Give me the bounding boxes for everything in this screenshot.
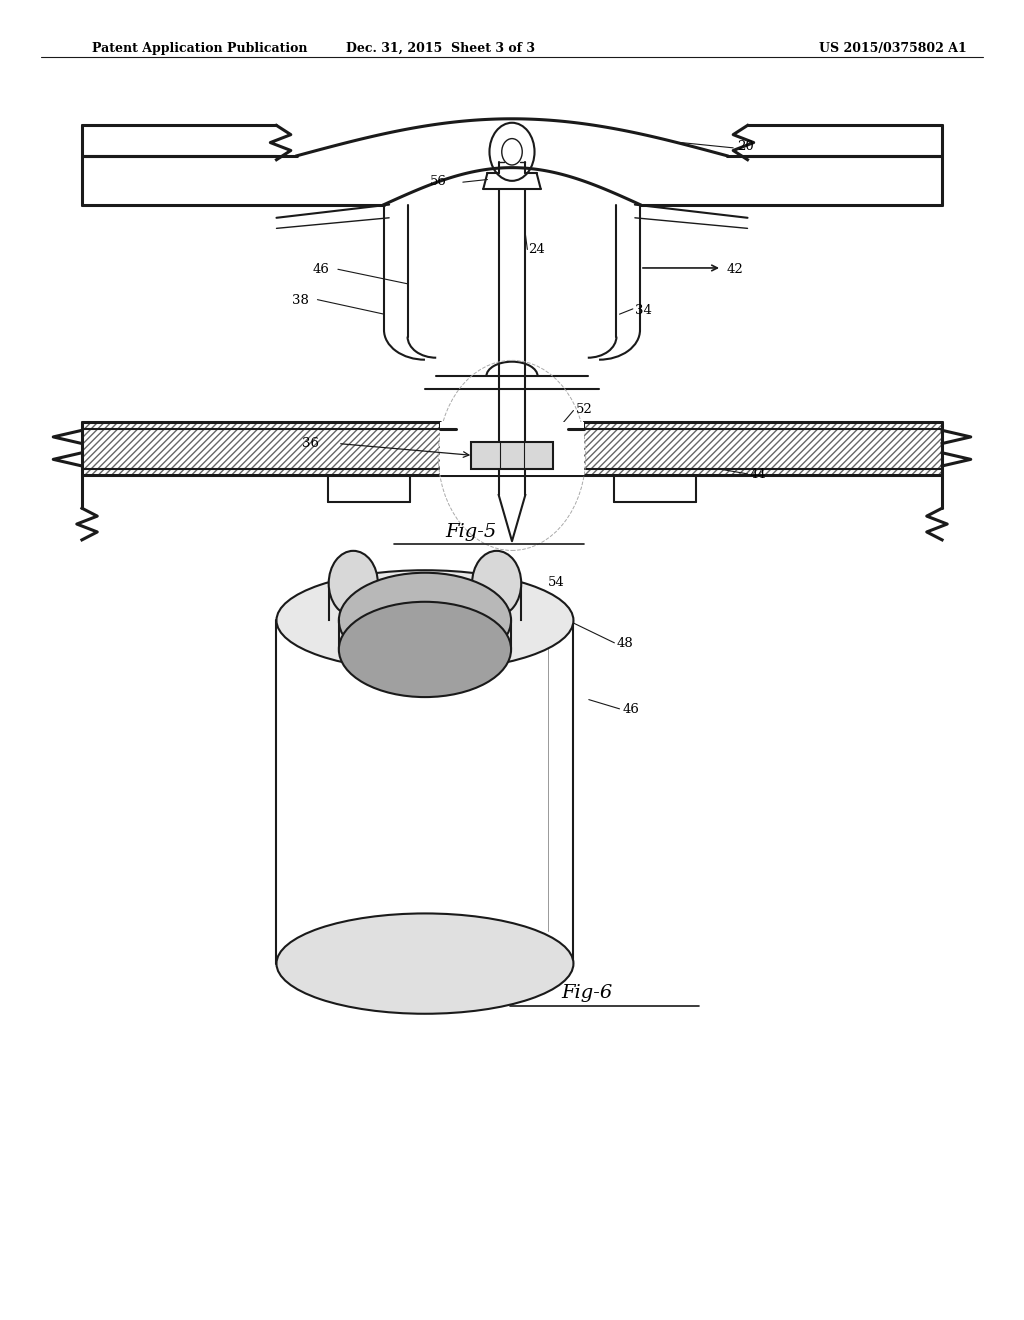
Bar — [471, 442, 553, 469]
Text: 24: 24 — [528, 243, 545, 256]
Text: 54: 54 — [548, 576, 564, 589]
Text: Dec. 31, 2015  Sheet 3 of 3: Dec. 31, 2015 Sheet 3 of 3 — [346, 42, 535, 55]
Text: Fig-6: Fig-6 — [561, 983, 612, 1002]
Text: 36: 36 — [302, 437, 319, 450]
Text: US 2015/0375802 A1: US 2015/0375802 A1 — [819, 42, 967, 55]
Text: Fig-5: Fig-5 — [445, 523, 497, 541]
Bar — [440, 422, 584, 475]
Text: 50: 50 — [285, 957, 301, 970]
Text: 42: 42 — [727, 263, 743, 276]
Bar — [584, 422, 942, 475]
Text: 52: 52 — [575, 403, 592, 416]
Text: 34: 34 — [635, 304, 651, 317]
Text: 48: 48 — [616, 636, 633, 649]
Text: 56: 56 — [430, 174, 446, 187]
Ellipse shape — [472, 550, 521, 616]
Bar — [82, 422, 440, 475]
Text: 38: 38 — [292, 293, 308, 306]
Text: 46: 46 — [312, 263, 329, 276]
Ellipse shape — [276, 570, 573, 671]
Ellipse shape — [339, 573, 511, 668]
Text: 20: 20 — [737, 140, 754, 153]
Text: 44: 44 — [750, 467, 766, 480]
Text: 46: 46 — [623, 702, 639, 715]
Ellipse shape — [339, 602, 511, 697]
Ellipse shape — [329, 550, 378, 616]
Text: Patent Application Publication: Patent Application Publication — [92, 42, 307, 55]
Ellipse shape — [276, 913, 573, 1014]
